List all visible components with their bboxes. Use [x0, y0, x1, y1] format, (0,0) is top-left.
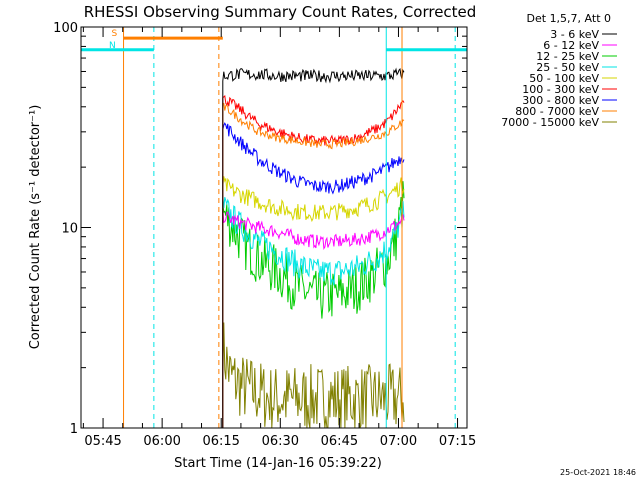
generation-timestamp: 25-Oct-2021 18:46: [560, 468, 636, 477]
data-layer: [222, 67, 405, 429]
series-line-7: [222, 102, 405, 428]
x-tick-label: 07:15: [439, 434, 476, 449]
x-tick-label: 06:00: [143, 434, 180, 449]
legend-label-8: 7000 - 15000 keV: [501, 116, 599, 129]
series-line-8: [222, 322, 405, 429]
x-tick-label: 06:15: [202, 434, 239, 449]
series-line-2: [222, 181, 405, 428]
y-tick-label: 100: [53, 21, 78, 36]
x-tick-label: 06:30: [262, 434, 299, 449]
x-tick-label: 07:00: [380, 434, 417, 449]
chart-title: RHESSI Observing Summary Count Rates, Co…: [84, 3, 477, 21]
legend-title: Det 1,5,7, Att 0: [527, 12, 611, 25]
legend-label-6: 300 - 800 keV: [522, 94, 599, 107]
legend-label-1: 6 - 12 keV: [543, 39, 599, 52]
axis-layer: 05:45 06:00 06:15 06:30 06:45 07:00 07:15 1 10 10…: [53, 21, 476, 449]
legend-label-3: 25 - 50 keV: [536, 61, 599, 74]
legend-label-7: 800 - 7000 keV: [515, 105, 599, 118]
y-tick-label: 1: [70, 422, 78, 437]
series-line-1: [222, 208, 405, 428]
legend-label-2: 12 - 25 keV: [536, 50, 599, 63]
x-tick-label: 05:45: [84, 434, 121, 449]
x-tick-label: 06:45: [321, 434, 358, 449]
series-line-0: [222, 67, 405, 428]
y-axis-label: Corrected Count Rate (s⁻¹ detector⁻¹): [28, 105, 43, 350]
y-tick-label: 10: [61, 222, 78, 237]
series-line-6: [222, 122, 405, 428]
legend-label-0: 3 - 6 keV: [550, 28, 599, 41]
series-line-5: [222, 94, 405, 428]
overlay-layer: SN: [81, 27, 467, 428]
flag-label-1: N: [109, 41, 116, 51]
flag-label-0: S: [112, 29, 118, 39]
x-axis-label: Start Time (14-Jan-16 05:39:22): [174, 456, 382, 471]
legend-label-4: 50 - 100 keV: [529, 72, 599, 85]
series-line-3: [222, 195, 405, 428]
legend-label-5: 100 - 300 keV: [522, 83, 599, 96]
series-line-4: [222, 176, 405, 428]
